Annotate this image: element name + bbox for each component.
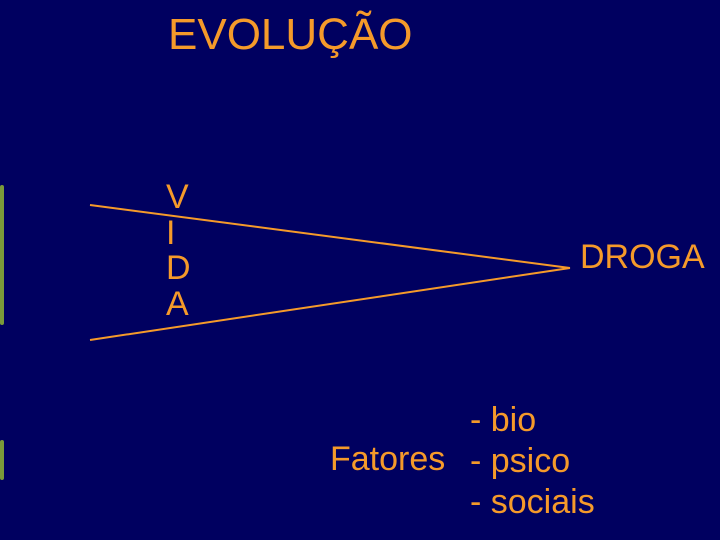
droga-label: DROGA <box>580 238 705 277</box>
vida-letter-v: V <box>166 180 191 216</box>
vida-letter-d: D <box>166 251 191 287</box>
bullet-bar-2 <box>0 440 4 480</box>
factor-psico: - psico <box>470 441 595 482</box>
vida-letter-a: A <box>166 287 191 323</box>
line-bottom <box>90 268 570 340</box>
fatores-label: Fatores <box>330 440 445 479</box>
vida-letter-i: I <box>166 216 191 252</box>
vida-label: V I D A <box>166 180 191 323</box>
line-top <box>90 205 570 268</box>
factor-sociais: - sociais <box>470 482 595 523</box>
bullet-bar-1 <box>0 185 4 325</box>
page-title: EVOLUÇÃO <box>168 10 413 60</box>
factor-bio: - bio <box>470 400 595 441</box>
factors-list: - bio - psico - sociais <box>470 400 595 522</box>
